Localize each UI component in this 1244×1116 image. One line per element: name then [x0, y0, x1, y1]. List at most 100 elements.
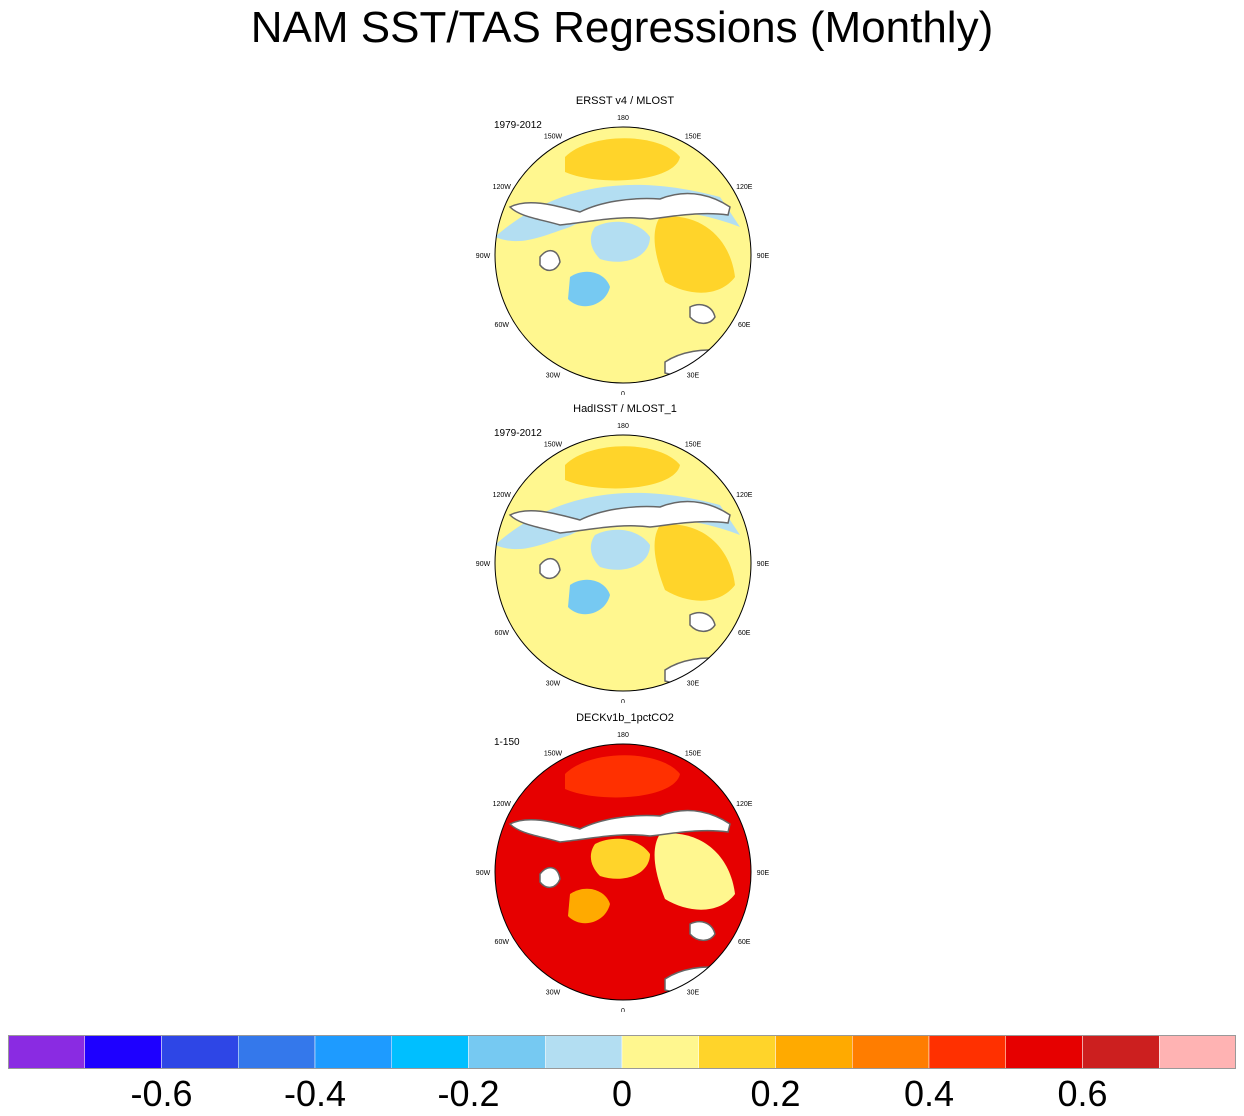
- panel-title: DECKv1b_1pctCO2: [576, 712, 674, 724]
- field-region-eurasia: [654, 216, 735, 293]
- longitude-label: 60W: [495, 322, 510, 329]
- field-region-pacific: [565, 138, 680, 181]
- longitude-label: 150E: [685, 441, 702, 448]
- longitude-label: 180: [617, 423, 629, 430]
- colorbar-swatch: [852, 1035, 930, 1069]
- longitude-label: 90W: [476, 870, 491, 877]
- colorbar-swatch: [391, 1035, 469, 1069]
- longitude-label: 120E: [736, 492, 753, 499]
- longitude-label: 30W: [546, 990, 561, 997]
- longitude-label: 90W: [476, 253, 491, 260]
- longitude-label: 90E: [757, 561, 770, 568]
- colorbar-tick-label: -0.6: [130, 1073, 193, 1114]
- colorbar-tick-label: 0: [611, 1073, 633, 1114]
- field-region-atlantic-south: [510, 297, 735, 363]
- longitude-label: 150E: [685, 750, 702, 757]
- map-boundary: [494, 743, 752, 1001]
- field-region-pacific: [565, 446, 680, 489]
- longitude-label: 120E: [736, 184, 753, 191]
- longitude-label: 60E: [738, 322, 751, 329]
- field-region-arctic: [590, 838, 650, 879]
- longitude-label: 120W: [493, 492, 512, 499]
- longitude-label: 60E: [738, 939, 751, 946]
- colorbar-swatch: [238, 1035, 316, 1069]
- longitude-label: 120E: [736, 801, 753, 808]
- colorbar-swatch: [545, 1035, 623, 1069]
- panel-title: ERSST v4 / MLOST: [575, 95, 675, 107]
- colorbar-swatch: [1005, 1035, 1083, 1069]
- land-mask: [508, 192, 731, 226]
- field-region-atlantic-south: [510, 914, 735, 980]
- longitude-label: 120W: [493, 184, 512, 191]
- colorbar-swatch: [928, 1035, 1006, 1069]
- field-region-eurasia: [654, 524, 735, 601]
- colorbar-swatch: [621, 1035, 699, 1069]
- field-region-greenland: [568, 579, 610, 615]
- land-mask: [539, 558, 561, 579]
- longitude-label: 30W: [546, 373, 561, 380]
- polar-map-hadisst: 180 150E 120E 90E 60E 30E 0 30W 60W 90W 120W 150W: [476, 423, 770, 703]
- field-region-greenland: [568, 888, 610, 924]
- field-region-atlantic-south: [510, 605, 735, 671]
- longitude-label: 90W: [476, 561, 491, 568]
- chart-title: NAM SST/TAS Regressions (Monthly): [250, 3, 994, 52]
- colorbar-swatch: [775, 1035, 853, 1069]
- land-mask: [539, 867, 561, 888]
- colorbar-swatch: [698, 1035, 776, 1069]
- map-boundary: [494, 434, 752, 692]
- land-mask: [689, 921, 716, 942]
- longitude-label: 30E: [687, 990, 700, 997]
- longitude-label: 30E: [687, 681, 700, 688]
- panel-period: 1-150: [494, 737, 520, 748]
- land-mask: [508, 809, 731, 843]
- map-field: [495, 127, 751, 383]
- panel-period: 1979-2012: [494, 428, 542, 439]
- map-panel-ersst: ERSST v4 / MLOST 1979-2012 180 150E 120E 90…: [460, 95, 790, 395]
- longitude-label: 0: [621, 1008, 625, 1012]
- map-field: [495, 435, 751, 691]
- colorbar-swatch: [8, 1035, 85, 1069]
- colorbar-tick-label: 0.2: [750, 1073, 801, 1114]
- longitude-label: 180: [617, 732, 629, 739]
- colorbar-frame: [8, 1035, 1236, 1069]
- longitude-label: 150W: [544, 750, 563, 757]
- field-region-eurasia: [654, 833, 735, 910]
- colorbar-tick-label: 0.4: [903, 1073, 955, 1114]
- longitude-label: 0: [621, 699, 625, 703]
- longitude-label: 60E: [738, 630, 751, 637]
- field-region-greenland: [568, 271, 610, 307]
- field-region-pacific: [565, 755, 680, 798]
- colorbar-tick-label: -0.2: [437, 1073, 500, 1114]
- panel-period: 1979-2012: [494, 120, 542, 131]
- land-mask: [539, 250, 561, 271]
- panel-title: HadISST / MLOST_1: [573, 403, 677, 415]
- map-panel-hadisst: HadISST / MLOST_1 1979-2012 180 150E 120E 9…: [460, 403, 790, 703]
- colorbar-swatch: [84, 1035, 162, 1069]
- colorbar-swatch: [161, 1035, 239, 1069]
- longitude-label: 30W: [546, 681, 561, 688]
- longitude-label: 60W: [495, 630, 510, 637]
- polar-map-deck: 180 150E 120E 90E 60E 30E 0 30W 60W 90W 120W 150W: [476, 732, 770, 1012]
- longitude-label: 90E: [757, 870, 770, 877]
- longitude-label: 150W: [544, 133, 563, 140]
- longitude-label: 60W: [495, 939, 510, 946]
- longitude-label: 90E: [757, 253, 770, 260]
- colorbar: [8, 1035, 1236, 1069]
- longitude-label: 150E: [685, 133, 702, 140]
- longitude-label: 0: [621, 391, 625, 395]
- field-region-arctic: [590, 221, 650, 262]
- colorbar-swatch: [1082, 1035, 1160, 1069]
- field-region-arctic: [590, 529, 650, 570]
- colorbar-swatch: [1159, 1035, 1236, 1069]
- longitude-label: 120W: [493, 801, 512, 808]
- colorbar-swatch: [468, 1035, 546, 1069]
- land-mask: [689, 612, 716, 633]
- map-field: [495, 744, 751, 1000]
- longitude-label: 30E: [687, 373, 700, 380]
- longitude-label: 180: [617, 115, 629, 122]
- colorbar-tick-label: 0.6: [1057, 1073, 1108, 1114]
- map-panel-deck: DECKv1b_1pctCO2 1-150 180 150E 120E 90E 60E 3…: [460, 712, 790, 1012]
- polar-map-ersst: 180 150E 120E 90E 60E 30E 0 30W 60W 90W 120W 150W: [476, 115, 770, 395]
- land-mask: [508, 500, 731, 534]
- colorbar-tick-label: -0.4: [283, 1073, 347, 1114]
